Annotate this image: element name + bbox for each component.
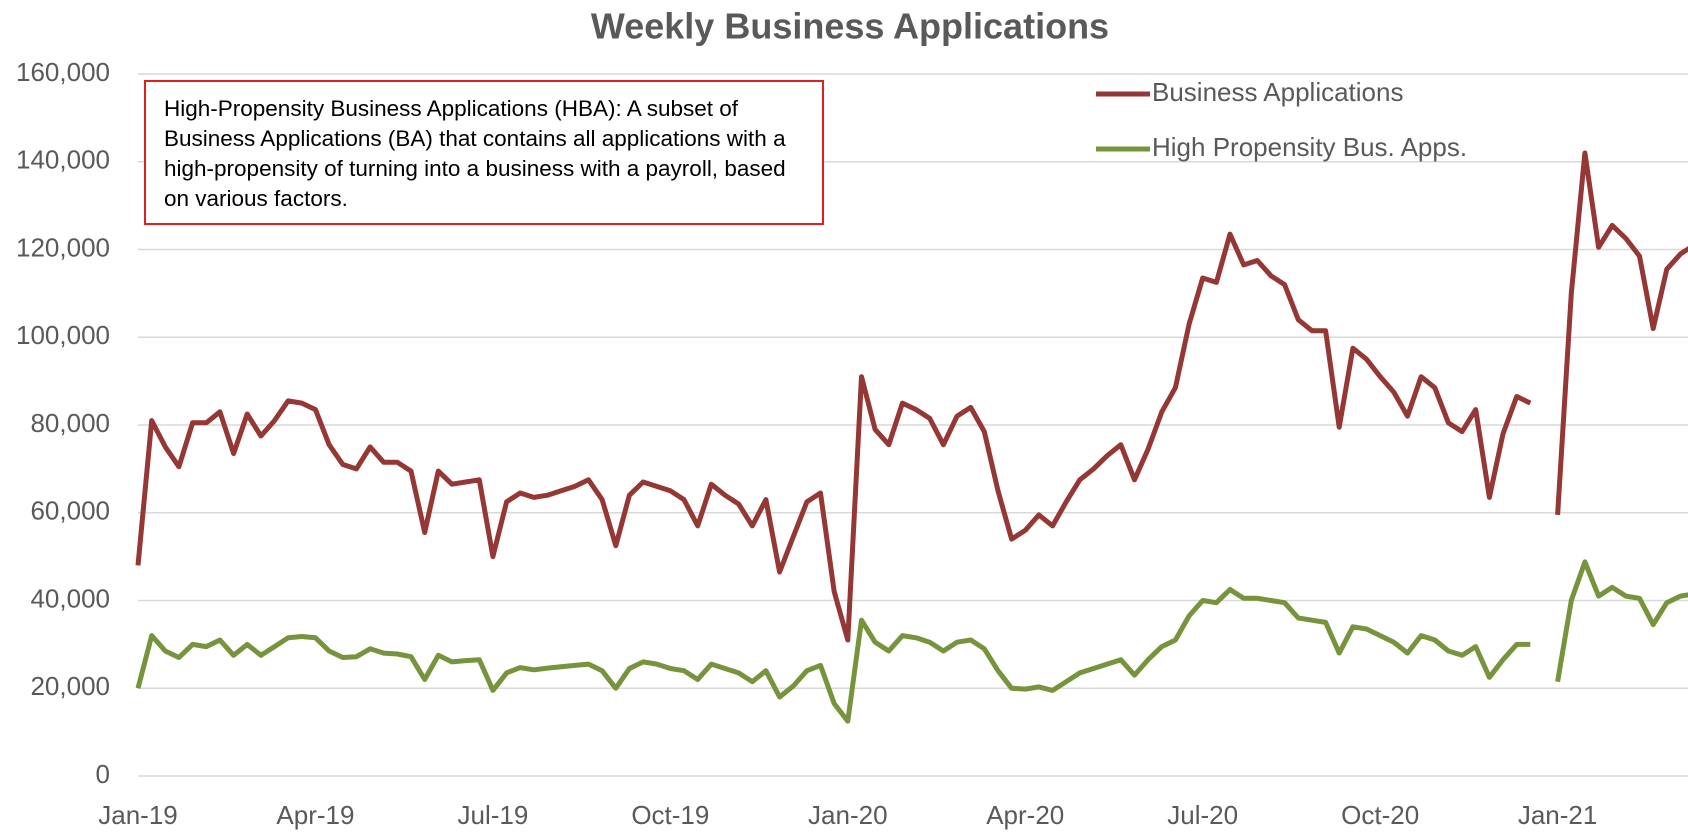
x-tick-label: Apr-20 [986, 800, 1064, 830]
legend-label: High Propensity Bus. Apps. [1152, 132, 1467, 162]
x-tick-label: Oct-19 [631, 800, 709, 830]
y-tick-label: 80,000 [30, 408, 110, 438]
y-tick-label: 40,000 [30, 583, 110, 613]
x-tick-label: Oct-20 [1341, 800, 1419, 830]
legend-label: Business Applications [1152, 77, 1403, 107]
x-tick-label: Jan-20 [808, 800, 888, 830]
series-line [135, 231, 1532, 643]
y-tick-label: 20,000 [30, 671, 110, 701]
y-tick-label: 140,000 [16, 145, 110, 175]
annotation: High-Propensity Business Applications (H… [144, 80, 824, 225]
chart-title: Weekly Business Applications [591, 6, 1109, 47]
x-tick-label: Jan-21 [1518, 800, 1598, 830]
y-tick-label: 120,000 [16, 232, 110, 262]
series-line [1555, 559, 1688, 683]
series-line [135, 587, 1531, 724]
y-tick-label: 60,000 [30, 496, 110, 526]
x-tick-label: Apr-19 [276, 800, 354, 830]
plot-area [135, 150, 1688, 724]
y-tick-label: 100,000 [16, 320, 110, 350]
y-tick-label: 160,000 [16, 57, 110, 87]
x-tick-label: Jul-19 [457, 800, 528, 830]
x-tick-label: Jul-20 [1167, 800, 1238, 830]
y-tick-label: 0 [96, 759, 110, 789]
series-line [1555, 150, 1688, 516]
x-tick-label: Jan-19 [98, 800, 178, 830]
